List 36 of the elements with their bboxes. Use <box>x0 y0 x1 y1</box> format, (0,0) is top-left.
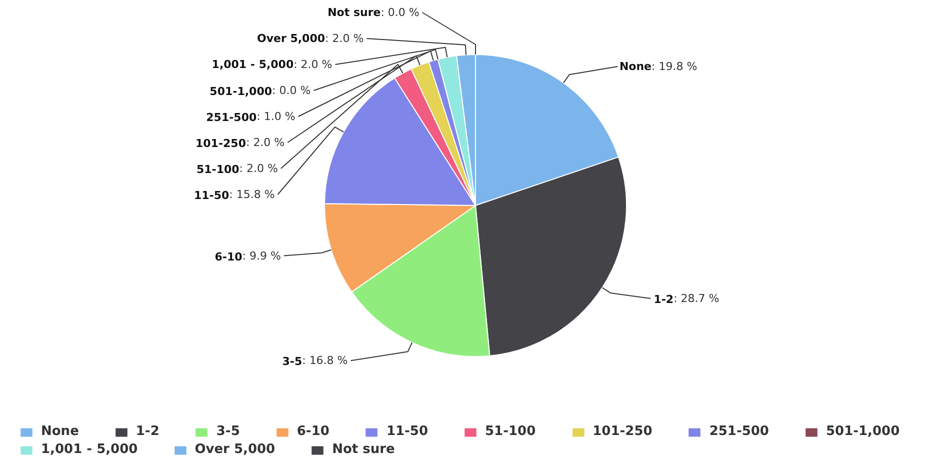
data-label: : 19.8 % <box>652 60 698 74</box>
slice-label: None <box>619 60 652 74</box>
legend-label: 251-500 <box>709 424 769 439</box>
slice-label: 251-500 <box>206 111 257 124</box>
legend-label: 3-5 <box>216 424 240 439</box>
legend-label: None <box>41 424 79 439</box>
slice-label: 11-50 <box>194 189 230 202</box>
category-label: Not sure <box>328 6 381 19</box>
slice-label: 51-100 <box>196 163 240 176</box>
legend-label: 101-250 <box>592 424 652 439</box>
data-label: : 2.0 % <box>239 162 278 175</box>
text: : 0.0 % <box>272 84 311 97</box>
legend-label: 6-10 <box>296 424 330 439</box>
legend-label: Over 5,000 <box>194 442 276 457</box>
data-label: : 28.7 % <box>674 292 720 305</box>
slice-label: 101-250 <box>195 137 246 150</box>
legend-label: 1,001 - 5,000 <box>41 442 138 457</box>
slice-label: 1,001 - 5,000 <box>212 58 294 71</box>
legend-label: 11-50 <box>386 424 428 439</box>
data-label: : 9.9 % <box>242 249 281 262</box>
data-label: : 15.8 % <box>229 188 275 201</box>
legend-label: 501-1,000 <box>826 424 900 439</box>
category-label: 501-1,000 <box>210 85 272 98</box>
data-label: : 2.0 % <box>325 32 364 45</box>
legend-label: 51-100 <box>485 424 536 439</box>
slice-label: 6-10 <box>214 250 243 264</box>
slice-label: 3-5 <box>282 355 302 368</box>
slice-label: Over 5,000 <box>256 32 326 45</box>
legend-label: Not sure <box>332 442 395 457</box>
data-label: : 2.0 % <box>294 58 332 71</box>
data-label: : 1.0 % <box>256 110 296 123</box>
legend-label: 1-2 <box>136 424 160 439</box>
data-label: : 16.8 % <box>302 354 348 368</box>
data-label: : 2.0 % <box>246 136 285 149</box>
text: : 0.0 % <box>380 6 420 19</box>
slice-label: 1-2 <box>654 292 674 306</box>
